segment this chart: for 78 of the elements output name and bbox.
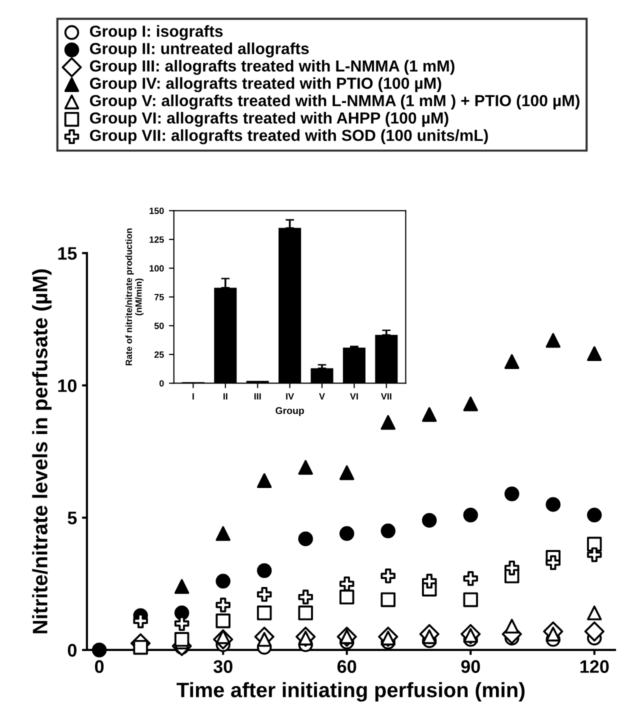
x-tick-label: 120 (580, 660, 609, 673)
point (587, 606, 602, 620)
legend-label: Group I: isografts (90, 25, 223, 40)
x-tick-label: I (192, 393, 194, 400)
x-tick-label: VI (350, 393, 358, 400)
point (174, 579, 190, 594)
point (339, 465, 354, 480)
point (256, 587, 272, 602)
x-tick-label: 0 (95, 660, 104, 673)
y-tick-label: 125 (150, 236, 164, 243)
x-tick-label: II (223, 393, 228, 400)
point (422, 512, 437, 528)
point (298, 606, 313, 620)
point (546, 497, 561, 512)
legend-label: Group IV: allografts treated with PTIO (100 µM) (90, 77, 442, 92)
point (422, 407, 437, 422)
y-tick-label: 0 (68, 644, 76, 657)
point (380, 415, 396, 430)
point (587, 547, 602, 562)
point (92, 642, 107, 658)
legend-label: Group V: allografts treated with L-NMMA (1 mM ) + PTIO (100 µM) (90, 94, 580, 110)
point (463, 508, 478, 522)
y-tick-label: 50 (154, 322, 164, 330)
point (298, 531, 313, 546)
point (463, 592, 478, 608)
point (339, 590, 354, 604)
point (216, 574, 230, 589)
point (298, 590, 313, 604)
point (216, 598, 230, 612)
point (339, 526, 354, 541)
x-axis-title: Group (276, 407, 304, 416)
legend-label: Group III: allografts treated with L-NMMA (1 mM) (90, 60, 454, 75)
point (504, 354, 520, 369)
x-tick-label: III (254, 393, 261, 400)
legend-label: Group VI: allografts treated with AHPP (100 µM) (90, 112, 448, 127)
point (380, 568, 396, 584)
y-axis-title: Rate of nitrite/nitrate production (nM/min) (125, 228, 144, 366)
point (587, 508, 602, 522)
point (298, 460, 313, 475)
point (587, 346, 602, 362)
point (463, 571, 478, 586)
y-tick-label: 25 (154, 351, 164, 358)
x-tick-label: 60 (337, 660, 356, 673)
y-tick-label: 5 (68, 512, 77, 524)
y-axis-title: Nitrite/nitrate levels in perfusate (µM) (32, 269, 52, 634)
point (380, 524, 396, 538)
y-tick-label: 150 (150, 208, 164, 214)
x-tick-label: V (319, 393, 325, 400)
point (339, 576, 354, 592)
point (422, 574, 437, 589)
point (504, 560, 520, 576)
y-tick-label: 10 (58, 379, 76, 392)
legend-label: Group II: untreated allografts (90, 42, 309, 58)
x-tick-label: 90 (461, 660, 480, 673)
point (216, 613, 230, 628)
y-tick-label: 0 (159, 380, 164, 387)
y-tick-label: 75 (154, 294, 164, 300)
point (256, 473, 272, 488)
x-axis-title: Time after initiating perfusion (min) (176, 682, 525, 702)
point (584, 621, 604, 642)
y-tick-label: 100 (150, 265, 164, 272)
point (380, 592, 396, 608)
legend-label: Group VII: allografts treated with SOD (100 units/mL) (90, 129, 488, 144)
point (216, 526, 230, 541)
point (256, 606, 272, 620)
point (256, 563, 272, 578)
y-tick-label: 15 (58, 247, 77, 260)
point (133, 640, 148, 655)
point (504, 618, 520, 634)
point (504, 486, 520, 502)
x-tick-label: VII (380, 393, 392, 400)
point (546, 626, 561, 642)
x-tick-label: 30 (213, 660, 232, 673)
point (174, 616, 190, 631)
point (546, 555, 561, 570)
point (463, 396, 478, 412)
x-tick-label: IV (286, 393, 294, 400)
point (546, 333, 561, 348)
